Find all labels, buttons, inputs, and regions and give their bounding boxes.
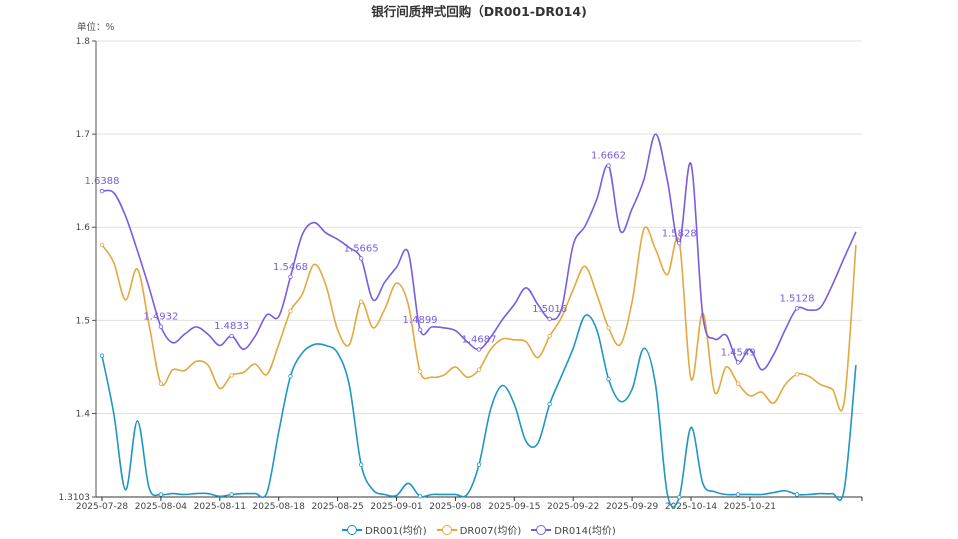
legend-label: DR007(均价) [459, 526, 522, 537]
data-point [476, 462, 482, 467]
series-line-0 [101, 314, 857, 508]
data-label: 1.6662 [591, 151, 626, 162]
data-point [794, 306, 800, 311]
data-label: 1.4833 [214, 321, 249, 332]
data-point [606, 325, 611, 331]
data-point [288, 308, 293, 314]
data-point [158, 324, 164, 329]
data-point [417, 369, 423, 374]
series-line-1 [101, 226, 857, 412]
data-point [476, 367, 482, 372]
data-point [794, 492, 800, 497]
data-point [677, 495, 682, 500]
data-point [358, 299, 364, 304]
legend-item-dr007[interactable]: DR007(均价) [436, 522, 522, 537]
y-tick-label: 1.8 [76, 37, 91, 47]
legend-line-circle-icon [342, 524, 363, 535]
legend-label: DR001(均价) [365, 526, 427, 537]
unit-label: 单位：% [77, 22, 115, 33]
x-tick-label: 2025-10-14 [665, 502, 718, 512]
data-point [229, 333, 234, 339]
data-point [417, 327, 423, 332]
x-tick-label: 2025-09-01 [370, 502, 422, 512]
data-point [158, 381, 164, 386]
chart-title: 银行间质押式回购（DR001-DR014) [371, 4, 587, 19]
data-label: 1.5665 [344, 243, 379, 254]
data-point [99, 242, 105, 248]
data-label: 1.4932 [143, 312, 178, 323]
legend-label: DR014(均价) [554, 526, 616, 537]
data-point [358, 256, 364, 261]
data-point [288, 274, 293, 279]
data-point [547, 316, 552, 322]
y-tick-label: 1.4 [76, 409, 91, 419]
legend: DR001(均价) DR007(均价) DR014(均价) [0, 522, 958, 537]
y-tick-label: 1.3103 [59, 493, 91, 503]
x-tick-label: 2025-09-15 [488, 502, 540, 512]
y-tick-label: 1.7 [76, 130, 90, 140]
x-tick-label: 2025-08-18 [253, 502, 306, 512]
x-tick-label: 2025-07-28 [76, 502, 129, 512]
data-point [735, 492, 741, 497]
data-point [99, 188, 105, 194]
data-label: 1.5128 [780, 293, 815, 304]
x-tick-label: 2025-08-25 [311, 502, 363, 512]
data-point [794, 372, 800, 377]
data-point [158, 492, 164, 497]
data-point [677, 241, 682, 246]
data-point [476, 347, 482, 352]
data-point [606, 376, 611, 382]
data-label: 1.4549 [721, 347, 756, 358]
data-point [735, 381, 741, 386]
legend-line-circle-icon [436, 524, 457, 535]
data-point [99, 353, 105, 358]
data-point [735, 360, 741, 365]
x-tick-label: 2025-08-11 [194, 502, 246, 512]
data-label: 1.5828 [662, 228, 697, 239]
data-label: 1.6388 [85, 176, 120, 187]
y-tick-label: 1.5 [76, 316, 90, 326]
y-tick-label: 1.6 [76, 223, 91, 233]
data-label: 1.5016 [532, 304, 567, 315]
x-tick-label: 2025-08-04 [135, 502, 188, 512]
x-tick-label: 2025-09-29 [606, 502, 659, 512]
legend-line-circle-icon [531, 524, 552, 535]
legend-item-dr014[interactable]: DR014(均价) [531, 522, 616, 537]
data-label: 1.5468 [273, 262, 308, 273]
data-point [417, 494, 423, 499]
data-point [288, 374, 293, 379]
data-label: 1.4687 [461, 335, 496, 346]
data-point [606, 163, 611, 168]
data-point [358, 462, 364, 467]
x-tick-label: 2025-09-08 [429, 502, 482, 512]
data-label: 1.4899 [403, 315, 438, 326]
data-point [547, 401, 552, 407]
data-point [229, 373, 234, 378]
legend-item-dr001[interactable]: DR001(均价) [342, 522, 427, 537]
data-point [229, 492, 234, 497]
x-tick-label: 2025-09-22 [547, 502, 599, 512]
data-point [547, 333, 552, 339]
x-tick-label: 2025-10-21 [724, 502, 776, 512]
